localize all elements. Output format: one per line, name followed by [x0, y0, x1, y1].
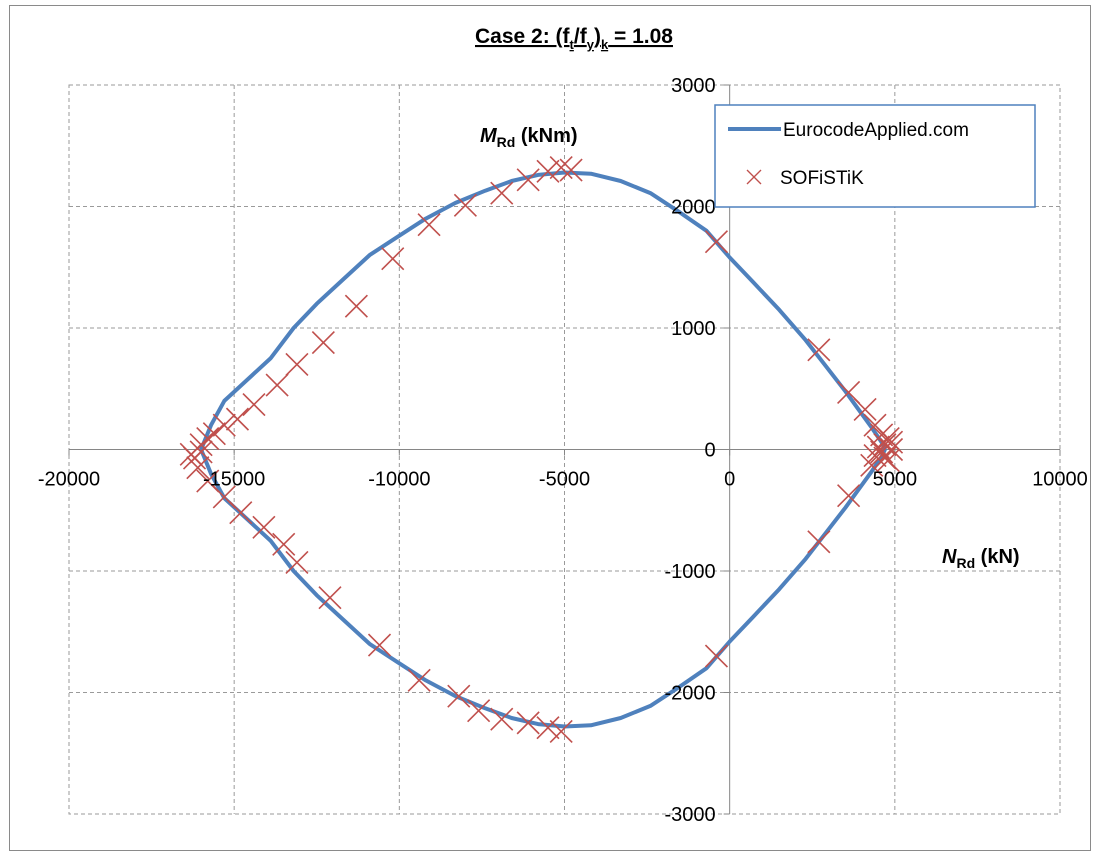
data-point-marker [285, 352, 309, 377]
data-point-marker [212, 413, 236, 437]
x-tick-label: 10000 [1032, 469, 1088, 491]
data-point-marker [367, 633, 392, 657]
x-tick-label: 0 [724, 469, 735, 491]
data-point-marker [536, 159, 560, 183]
data-point-marker [285, 550, 309, 575]
data-point-marker [704, 644, 729, 668]
legend-label-eurocode: EurocodeApplied.com [783, 120, 969, 141]
legend-label-sofistik: SOFiSTiK [780, 168, 864, 189]
y-tick-label: 0 [705, 440, 716, 462]
x-tick-label: -15000 [203, 469, 265, 491]
data-point-marker [549, 719, 573, 743]
data-point-marker [447, 684, 471, 708]
y-tick-label: 1000 [671, 318, 716, 340]
data-point-marker [179, 442, 203, 466]
data-point-marker [196, 469, 220, 493]
x-tick-label: -5000 [539, 469, 590, 491]
data-point-marker [381, 247, 405, 271]
data-point-marker [863, 444, 887, 468]
legend-marker-swatch [746, 169, 762, 185]
y-tick-label: -1000 [665, 561, 716, 583]
data-point-marker [490, 707, 514, 731]
marker-series-layer [179, 156, 904, 743]
data-point-marker [318, 586, 342, 610]
y-tick-label: -2000 [665, 683, 716, 705]
data-point-marker [202, 422, 226, 446]
data-point-marker [453, 193, 477, 217]
y-tick-label: -3000 [665, 804, 716, 826]
legend-box [714, 104, 1036, 208]
data-point-marker [311, 331, 335, 355]
x-tick-label: 5000 [873, 469, 918, 491]
x-tick-label: -10000 [368, 469, 430, 491]
data-point-marker [265, 373, 289, 397]
data-point-marker [807, 530, 831, 554]
x-tick-label: -20000 [38, 469, 100, 491]
chart-frame: -20000 -15000 -10000 -5000 0 5000 10000 -3000 -2… [9, 5, 1091, 851]
data-point-marker [252, 515, 276, 539]
data-point-marker [417, 213, 441, 237]
data-point-marker [189, 440, 213, 464]
chart-svg: -20000 -15000 -10000 -5000 0 5000 10000-3000-2… [38, 25, 1088, 826]
chart-title: Case 2: (ft/fy)k = 1.08 [475, 25, 673, 52]
data-point-marker [559, 158, 583, 182]
tick-label-layer: -20000 -15000 -10000 -5000 0 5000 10000-3000-2… [38, 75, 1088, 826]
data-point-marker [186, 456, 210, 480]
data-point-marker [490, 181, 514, 205]
axes-layer [68, 84, 1061, 815]
data-point-marker [225, 407, 250, 431]
data-point-marker [536, 716, 560, 740]
data-point-marker [807, 338, 831, 362]
data-point-marker [344, 294, 368, 318]
data-point-marker [549, 156, 573, 180]
data-point-marker [704, 230, 729, 254]
data-point-marker [242, 392, 266, 417]
y-tick-label: 3000 [671, 75, 716, 97]
data-point-marker [876, 448, 900, 473]
data-point-marker [860, 453, 884, 477]
legend: EurocodeApplied.com SOFiSTiK [714, 104, 1036, 208]
data-point-marker [467, 699, 491, 723]
data-point-marker [837, 484, 861, 508]
data-point-marker [516, 168, 540, 192]
y-tick-label: 2000 [671, 197, 716, 219]
data-point-marker [272, 532, 296, 556]
data-point-marker [516, 711, 540, 735]
x-axis-label: NRd (kN) [942, 546, 1020, 571]
data-point-marker [853, 397, 877, 421]
y-axis-label: MRd (kNm) [480, 125, 578, 150]
data-point-marker [407, 668, 431, 692]
